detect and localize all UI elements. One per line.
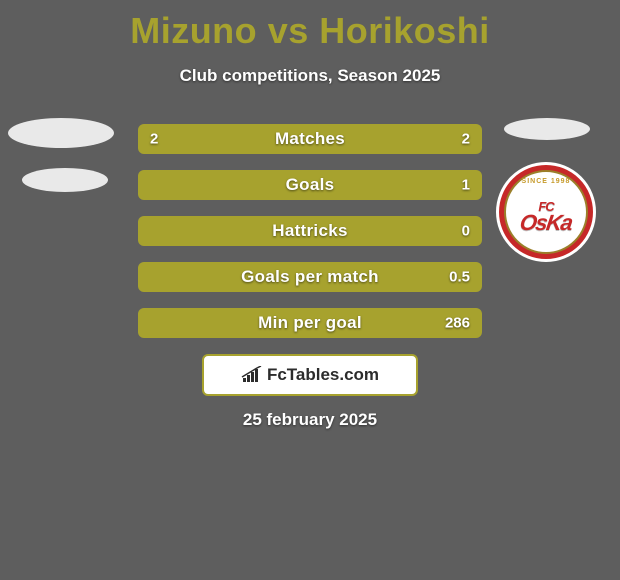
club-badge-inner: SINCE 1998 FC OsKa bbox=[504, 170, 588, 254]
title-player1: Mizuno bbox=[130, 10, 257, 51]
stat-right-value: 0.5 bbox=[449, 269, 470, 286]
stat-row: Matches 2 2 bbox=[138, 124, 482, 154]
stat-row: Goals 1 bbox=[138, 170, 482, 200]
stat-row: Min per goal 286 bbox=[138, 308, 482, 338]
subtitle: Club competitions, Season 2025 bbox=[0, 66, 620, 86]
stat-right-value: 286 bbox=[445, 315, 470, 332]
comparison-infographic: Mizuno vs Horikoshi Club competitions, S… bbox=[0, 0, 620, 580]
title-player2: Horikoshi bbox=[319, 10, 490, 51]
stat-row: Hattricks 0 bbox=[138, 216, 482, 246]
stat-left-value: 2 bbox=[150, 131, 158, 148]
stat-label: Goals bbox=[286, 175, 335, 195]
stat-right-value: 1 bbox=[462, 177, 470, 194]
bar-chart-icon bbox=[241, 366, 263, 384]
page-title: Mizuno vs Horikoshi bbox=[0, 0, 620, 52]
ellipse-icon bbox=[504, 118, 590, 140]
attribution-box: FcTables.com bbox=[202, 354, 418, 396]
badge-arc-text: SINCE 1998 bbox=[522, 178, 571, 185]
stat-row: Goals per match 0.5 bbox=[138, 262, 482, 292]
date-text: 25 february 2025 bbox=[0, 410, 620, 430]
badge-main-text: OsKa bbox=[519, 214, 573, 232]
stat-right-value: 0 bbox=[462, 223, 470, 240]
attribution-text: FcTables.com bbox=[267, 365, 379, 385]
club-badge-icon: SINCE 1998 FC OsKa bbox=[496, 162, 596, 262]
stat-right-value: 2 bbox=[462, 131, 470, 148]
stat-label: Min per goal bbox=[258, 313, 362, 333]
stat-label: Hattricks bbox=[272, 221, 347, 241]
title-vs: vs bbox=[268, 10, 309, 51]
stat-label: Matches bbox=[275, 129, 345, 149]
stat-label: Goals per match bbox=[241, 267, 379, 287]
